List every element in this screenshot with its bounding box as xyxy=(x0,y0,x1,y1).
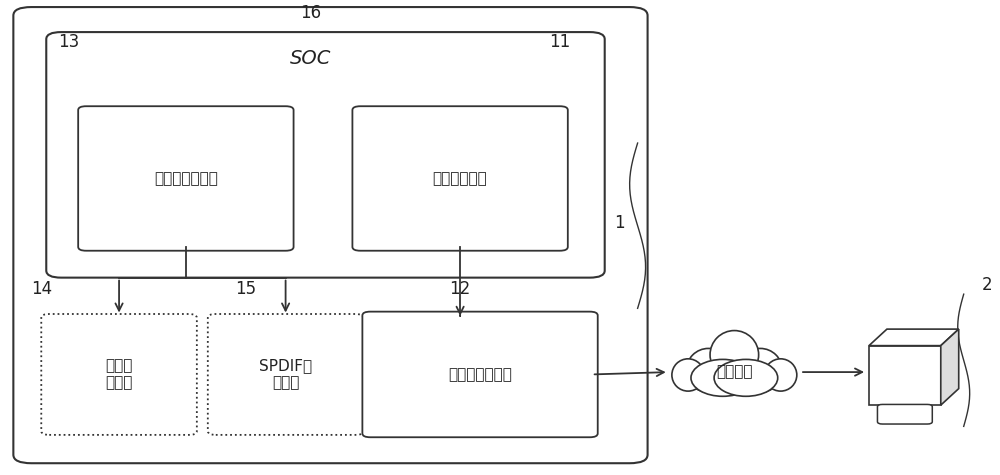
Bar xyxy=(869,346,941,405)
Ellipse shape xyxy=(738,349,782,392)
Ellipse shape xyxy=(691,360,755,396)
Ellipse shape xyxy=(710,331,759,379)
Text: 12: 12 xyxy=(449,280,471,298)
Ellipse shape xyxy=(764,359,797,391)
Text: 蓝牙信号: 蓝牙信号 xyxy=(716,365,753,380)
Text: 音频流输出模块: 音频流输出模块 xyxy=(448,367,512,382)
Text: 1: 1 xyxy=(614,214,625,232)
Ellipse shape xyxy=(686,349,730,392)
FancyBboxPatch shape xyxy=(352,106,568,251)
Text: SOC: SOC xyxy=(290,48,331,67)
FancyBboxPatch shape xyxy=(46,32,605,278)
Text: 喇叭输
出设备: 喇叭输 出设备 xyxy=(105,358,133,390)
Text: 音频流控制模块: 音频流控制模块 xyxy=(154,171,218,186)
Text: 15: 15 xyxy=(235,280,256,298)
Polygon shape xyxy=(869,329,959,346)
FancyBboxPatch shape xyxy=(877,404,932,424)
Text: 11: 11 xyxy=(549,32,570,50)
FancyBboxPatch shape xyxy=(78,106,294,251)
Text: 16: 16 xyxy=(300,4,321,22)
Ellipse shape xyxy=(672,359,704,391)
FancyBboxPatch shape xyxy=(208,314,363,435)
Text: 13: 13 xyxy=(59,32,80,50)
Ellipse shape xyxy=(714,360,778,396)
Polygon shape xyxy=(941,329,959,405)
Text: 2: 2 xyxy=(981,276,992,294)
FancyBboxPatch shape xyxy=(41,314,197,435)
FancyBboxPatch shape xyxy=(362,312,598,437)
FancyBboxPatch shape xyxy=(13,7,648,463)
Text: SPDIF输
出设备: SPDIF输 出设备 xyxy=(259,358,312,390)
Text: 音量调节模块: 音量调节模块 xyxy=(433,171,487,186)
Text: 14: 14 xyxy=(31,280,52,298)
